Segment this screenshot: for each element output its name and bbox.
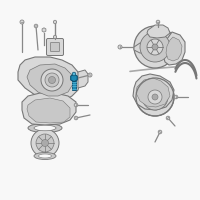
Circle shape [42,140,48,146]
Circle shape [148,90,162,104]
Circle shape [158,130,162,134]
Circle shape [142,84,168,110]
Circle shape [20,20,24,24]
Ellipse shape [28,123,62,132]
Polygon shape [18,57,80,102]
Circle shape [45,73,59,87]
Circle shape [41,69,63,91]
Circle shape [174,95,178,99]
FancyBboxPatch shape [50,43,60,51]
Circle shape [31,129,59,157]
Ellipse shape [38,154,52,158]
Circle shape [134,26,176,68]
Circle shape [74,116,78,120]
Polygon shape [136,78,170,107]
Polygon shape [147,25,170,38]
Circle shape [88,73,92,77]
Circle shape [136,78,174,116]
Circle shape [72,72,76,76]
Circle shape [166,116,170,120]
Polygon shape [163,32,185,65]
Circle shape [36,134,54,152]
Circle shape [34,24,38,28]
Polygon shape [166,37,182,61]
FancyBboxPatch shape [46,38,64,55]
Polygon shape [27,98,70,123]
Polygon shape [22,93,76,125]
Bar [72,81,76,90]
Circle shape [140,32,170,62]
Polygon shape [42,28,46,32]
Polygon shape [27,64,73,96]
Circle shape [118,45,122,49]
Polygon shape [71,74,77,82]
Circle shape [48,76,56,84]
Ellipse shape [34,125,56,131]
Polygon shape [53,35,57,39]
Circle shape [152,94,158,100]
Circle shape [152,44,158,50]
Circle shape [156,20,160,24]
Polygon shape [133,74,174,110]
Polygon shape [78,70,88,88]
Polygon shape [134,42,153,53]
Ellipse shape [34,152,56,160]
Circle shape [74,103,78,107]
Circle shape [147,39,163,55]
Polygon shape [53,20,57,24]
